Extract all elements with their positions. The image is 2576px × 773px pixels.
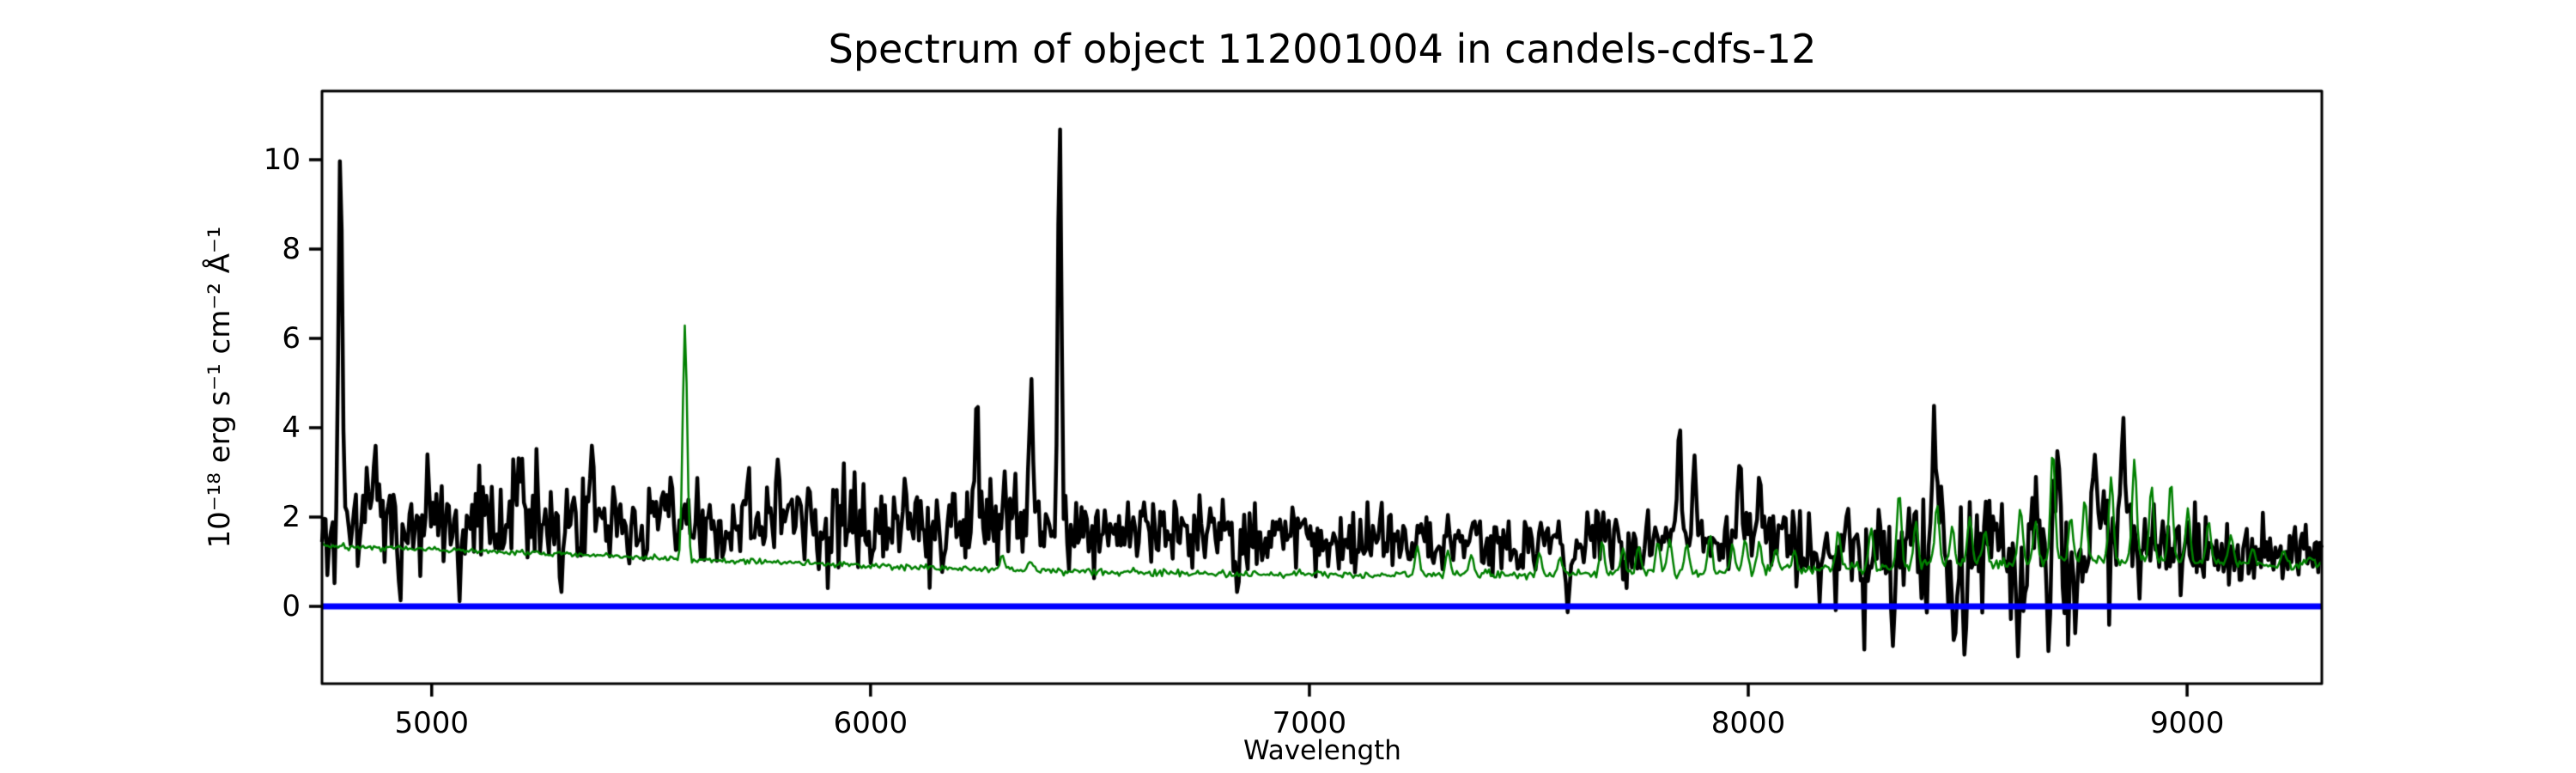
x-axis-label: Wavelength [1243, 735, 1401, 766]
y-tick-label: 6 [282, 321, 301, 356]
chart-title: Spectrum of object 112001004 in candels-… [828, 26, 1817, 72]
x-tick-label: 9000 [2149, 706, 2225, 740]
x-tick-label: 7000 [1272, 706, 1347, 740]
y-tick-label: 8 [282, 232, 301, 267]
x-tick-label: 5000 [394, 706, 470, 740]
x-tick-label: 8000 [1710, 706, 1786, 740]
x-tick-label: 6000 [833, 706, 908, 740]
y-tick-label: 10 [263, 143, 301, 178]
y-tick-label: 4 [282, 411, 301, 446]
y-tick-label: 2 [282, 500, 301, 535]
y-tick-label: 0 [282, 589, 301, 624]
